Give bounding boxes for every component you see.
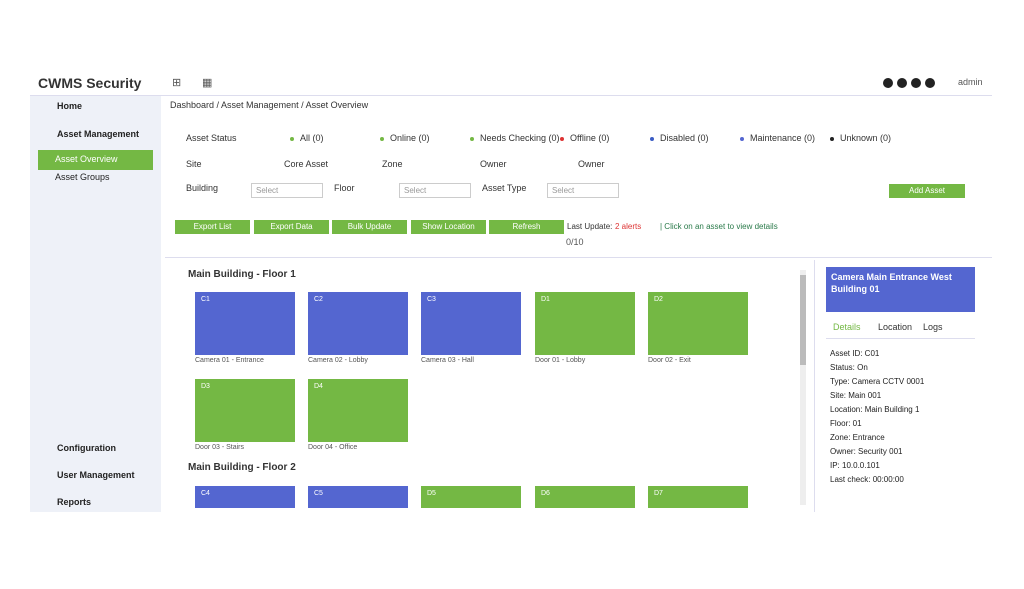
status-dot (380, 137, 384, 141)
detail-line: IP: 10.0.0.101 (830, 461, 880, 470)
select[interactable]: Select (399, 183, 471, 198)
counter: 0/10 (566, 237, 584, 247)
toolbar-icon[interactable]: ⊞ (172, 77, 182, 89)
status-dot (560, 137, 564, 141)
asset-card[interactable]: D6 (535, 486, 635, 508)
status-dot (740, 137, 744, 141)
scroll-thumb[interactable] (800, 275, 806, 365)
filter-label: Core Asset (284, 159, 329, 169)
card-caption: Camera 03 - Hall (421, 357, 474, 364)
detail-header: Camera Main Entrance West Building 01 (826, 267, 975, 312)
filter-panel (165, 118, 992, 258)
detail-line: Zone: Entrance (830, 433, 885, 442)
asset-card[interactable]: C2 (308, 292, 408, 355)
detail-tab[interactable]: Logs (923, 322, 943, 332)
select[interactable]: Select (547, 183, 619, 198)
sidebar-item[interactable]: Home (57, 101, 83, 111)
asset-card[interactable]: D5 (421, 486, 521, 508)
card-caption: Camera 02 - Lobby (308, 357, 368, 364)
status-dot (290, 137, 294, 141)
detail-line: Last check: 00:00:00 (830, 475, 904, 484)
status-dot (470, 137, 474, 141)
detail-line: Asset ID: C01 (830, 349, 880, 358)
detail-line: Type: Camera CCTV 0001 (830, 377, 925, 386)
asset-card[interactable]: D1 (535, 292, 635, 355)
status-dot (830, 137, 834, 141)
detail-line: Floor: 01 (830, 419, 862, 428)
breadcrumb: Dashboard / Asset Management / Asset Ove… (170, 100, 369, 110)
note: Last Update: (567, 222, 613, 231)
top-bar (30, 70, 992, 96)
header-icon[interactable] (925, 78, 935, 88)
card-caption: Door 04 - Office (308, 444, 358, 451)
asset-card[interactable]: C4 (195, 486, 295, 508)
asset-card[interactable]: D2 (648, 292, 748, 355)
status-option[interactable]: Online (0) (390, 133, 430, 143)
status-option[interactable]: All (0) (300, 133, 324, 143)
note: | Click on an asset to view details (660, 222, 778, 231)
card-caption: Door 01 - Lobby (535, 357, 586, 364)
filter-label: Building (186, 183, 219, 193)
action-button[interactable]: Export Data (254, 220, 329, 234)
content (165, 260, 815, 512)
asset-card[interactable]: D4 (308, 379, 408, 442)
logo: CWMS Security (38, 75, 142, 91)
sidebar-item[interactable]: Reports (57, 497, 92, 507)
asset-card[interactable]: C3 (421, 292, 521, 355)
detail-line: Owner: Security 001 (830, 447, 903, 456)
sidebar-active (38, 150, 153, 170)
asset-card[interactable]: C5 (308, 486, 408, 508)
detail-line: Location: Main Building 1 (830, 405, 920, 414)
filter-label: Site (186, 159, 202, 169)
card-caption: Door 02 - Exit (648, 357, 691, 364)
sidebar-item[interactable]: User Management (57, 470, 135, 480)
filter-label: Asset Type (482, 183, 527, 193)
detail-line: Status: On (830, 363, 868, 372)
action-button[interactable]: Export List (175, 220, 250, 234)
header-icon[interactable] (897, 78, 907, 88)
action-button[interactable]: Bulk Update (332, 220, 407, 234)
detail-line: Site: Main 001 (830, 391, 882, 400)
detail-tab[interactable]: Location (878, 322, 913, 332)
filter-label: Owner (578, 159, 605, 169)
card-caption: Door 03 - Stairs (195, 444, 245, 451)
tab-line (826, 338, 975, 339)
toolbar-icon[interactable]: ▦ (202, 77, 213, 89)
sidebar-item[interactable]: Asset Management (57, 129, 140, 139)
action-button[interactable]: Show Location (411, 220, 486, 234)
select[interactable]: Select (251, 183, 323, 198)
status-option[interactable]: Maintenance (0) (750, 133, 816, 143)
status-option[interactable]: Offline (0) (570, 133, 610, 143)
status-dot (650, 137, 654, 141)
detail-tab[interactable]: Details (833, 322, 861, 332)
card-caption: Camera 01 - Entrance (195, 357, 264, 364)
filter-label: Zone (382, 159, 403, 169)
header-icon[interactable] (911, 78, 921, 88)
asset-card[interactable]: D3 (195, 379, 295, 442)
user-name[interactable]: admin (958, 77, 983, 87)
scrollbar (800, 270, 806, 505)
asset-card[interactable]: D7 (648, 486, 748, 508)
add-button[interactable]: Add Asset (889, 184, 965, 198)
action-button[interactable]: Refresh (489, 220, 564, 234)
section-title: Main Building - Floor 2 (188, 462, 296, 473)
section-title: Main Building - Floor 1 (188, 269, 296, 280)
asset-card[interactable]: C1 (195, 292, 295, 355)
header-icon[interactable] (883, 78, 893, 88)
status-option[interactable]: Disabled (0) (660, 133, 709, 143)
sidebar-item[interactable]: Asset Groups (55, 172, 110, 182)
note-alert: 2 alerts (615, 222, 642, 231)
filter-label: Owner (480, 159, 507, 169)
filter-label: Asset Status (186, 133, 237, 143)
filter-label: Floor (334, 183, 355, 193)
status-option[interactable]: Needs Checking (0) (480, 133, 560, 143)
sidebar-item[interactable]: Asset Overview (55, 154, 118, 164)
status-option[interactable]: Unknown (0) (840, 133, 892, 143)
sidebar-item[interactable]: Configuration (57, 443, 116, 453)
